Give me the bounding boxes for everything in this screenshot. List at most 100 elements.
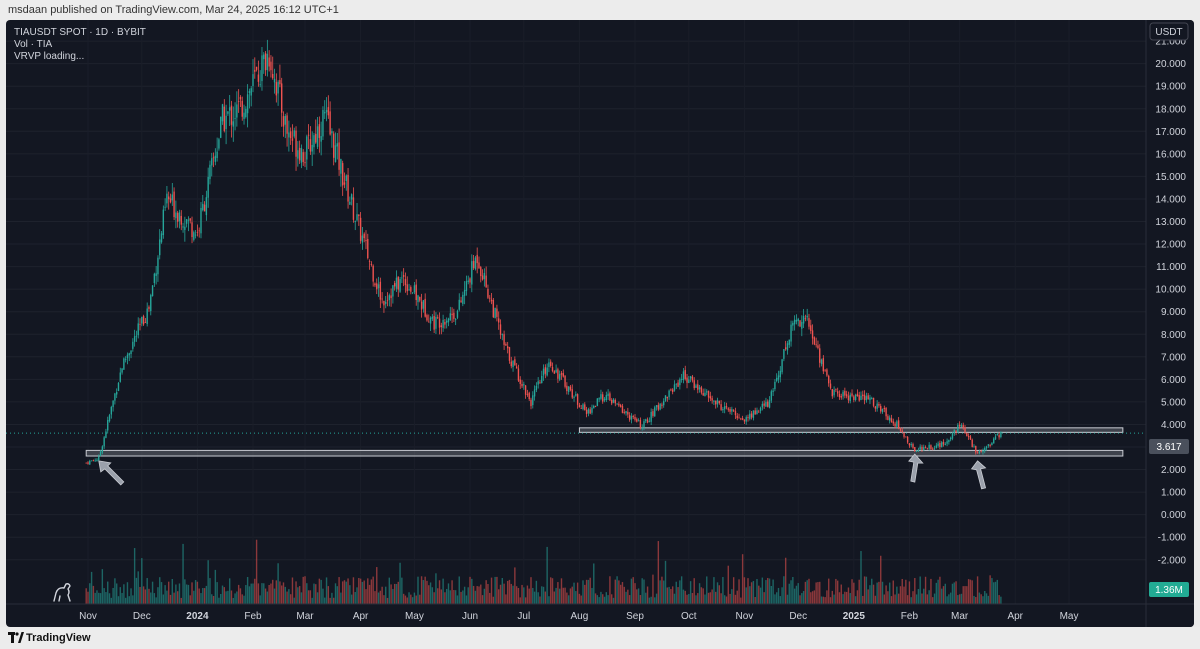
candle-body [480, 267, 482, 277]
legend-volume[interactable]: Vol · TIA [14, 39, 52, 50]
volume-bar [329, 597, 331, 604]
candle-body [749, 413, 751, 419]
volume-bar [345, 581, 347, 604]
candle-body [607, 393, 609, 397]
candle-body [385, 301, 387, 304]
volume-bar [417, 576, 419, 604]
support-zones[interactable] [85, 427, 1124, 457]
candle-body [878, 404, 880, 406]
candle-body [146, 308, 148, 324]
candle-body [802, 316, 805, 324]
candle-body [101, 446, 104, 453]
candle-body [178, 212, 181, 222]
price-tick-label: 21.000 [1155, 37, 1186, 48]
publish-info: msdaan published on TradingView.com, Mar… [8, 4, 339, 16]
arrow-annotations[interactable] [98, 453, 987, 490]
price-axis-panel[interactable] [1146, 20, 1194, 627]
volume-bar [533, 591, 536, 604]
volume-bar [440, 589, 443, 604]
candle-body [377, 284, 380, 289]
candle-body [560, 372, 563, 375]
candle-body [282, 116, 285, 127]
candle-body [982, 450, 984, 453]
candle-body [937, 443, 939, 446]
candle-body [225, 115, 227, 129]
candle-body [399, 279, 401, 292]
volume-bar [207, 560, 209, 604]
candle-body [727, 408, 729, 410]
candles [85, 39, 1002, 465]
candle-body [433, 315, 435, 330]
price-tick-label: 9.000 [1161, 307, 1186, 318]
candle-body [257, 74, 260, 82]
price-tick-label: 13.000 [1155, 217, 1186, 228]
volume-bar [341, 581, 344, 604]
time-axis-labels[interactable]: Nov Dec 2024 Feb Mar Apr May Jun Jul Aug Sep Oct Nov… [79, 611, 1078, 622]
candle-body [270, 61, 272, 71]
candle-body [153, 273, 156, 284]
legend-vrvp[interactable]: VRVP loading... [14, 51, 84, 62]
candle-body [311, 144, 313, 152]
volume-bar [951, 583, 954, 604]
currency-badge[interactable] [1149, 22, 1189, 41]
candle-body [804, 318, 807, 320]
volume-bar [833, 594, 835, 604]
volume-bar [336, 586, 338, 604]
volume-bar [657, 541, 660, 604]
grid [6, 20, 1146, 604]
candle-body [345, 175, 347, 182]
candle-body [695, 385, 697, 388]
price-chart[interactable]: 21.000 20.000 19.000 18.000 17.000 16.000 15.0… [6, 20, 1194, 627]
volume-bar [169, 594, 172, 604]
candle-body [463, 289, 466, 296]
candle-body [774, 381, 776, 390]
candle-body [189, 218, 191, 221]
chart-frame[interactable]: 21.000 20.000 19.000 18.000 17.000 16.000 15.0… [6, 20, 1194, 627]
candle-body [489, 297, 491, 299]
legend-symbol[interactable]: TIAUSDT SPOT · 1D · BYBIT [14, 27, 146, 38]
candle-body [912, 444, 914, 448]
candle-body [924, 447, 927, 448]
volume-bar [211, 594, 213, 604]
candle-body [625, 411, 627, 414]
volume-bar [756, 579, 758, 604]
candle-body [817, 345, 819, 348]
volume-bar [720, 593, 722, 604]
candle-body [173, 191, 175, 218]
candle-body [150, 295, 152, 312]
candle-body [677, 382, 679, 387]
volume-bar [725, 596, 728, 604]
candle-body [670, 389, 672, 391]
volume-bar [754, 596, 756, 604]
dino-icon[interactable] [53, 583, 71, 602]
volume-bar [693, 578, 695, 604]
volume-bar [883, 594, 886, 604]
volume-bar [437, 588, 439, 604]
volume-bar [354, 591, 356, 604]
price-tick-label: -1.000 [1158, 533, 1187, 544]
candle-body [211, 158, 213, 166]
volume-bar [110, 597, 113, 604]
volume-bar [994, 581, 997, 604]
volume-bar [682, 589, 685, 604]
volume-bar [944, 583, 946, 604]
volume-bar [322, 588, 324, 604]
volume-bar [277, 563, 279, 604]
candle-body [985, 446, 988, 449]
volume-bar [949, 592, 952, 604]
volume-bar [926, 594, 929, 604]
volume-bars [85, 539, 1002, 604]
volume-bar [548, 596, 550, 604]
volume-bar [903, 586, 905, 604]
candle-body [196, 232, 199, 233]
volume-bar [842, 594, 844, 604]
candle-body [611, 399, 613, 404]
volume-bar [863, 576, 866, 604]
candle-body [828, 375, 830, 384]
volume-bar [702, 588, 704, 604]
volume-bar [227, 590, 229, 604]
volume-bar [397, 581, 399, 604]
candle-body [880, 406, 882, 412]
volume-bar [250, 583, 252, 604]
candle-body [702, 393, 704, 396]
